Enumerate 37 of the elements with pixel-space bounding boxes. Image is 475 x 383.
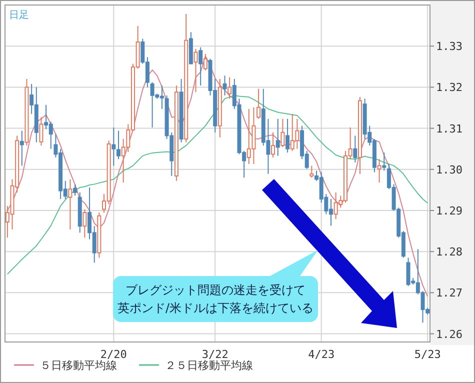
candlestick (39, 116, 44, 146)
candlestick (280, 118, 285, 148)
candlestick (82, 208, 87, 238)
candlestick (377, 158, 382, 184)
candlestick (228, 76, 232, 100)
candlestick (276, 118, 280, 156)
candlestick (203, 53, 208, 71)
candlestick (382, 152, 386, 172)
candlestick (256, 88, 261, 120)
legend-label: ２５日移動平均線 (165, 359, 253, 372)
candlestick (310, 165, 314, 178)
y-tick-label: 1.31 (436, 122, 462, 136)
x-tick-label: 3/22 (202, 348, 228, 361)
candlestick (68, 178, 72, 230)
y-tick-label: 1.33 (436, 40, 462, 54)
legend-label: ５日移動平均線 (40, 359, 117, 372)
candlestick (194, 48, 198, 93)
x-tick-label: 2/20 (100, 348, 127, 361)
y-tick-label: 1.32 (436, 81, 462, 94)
candlestick (73, 184, 78, 196)
line-series (6, 55, 428, 297)
annotation: 日足 (9, 10, 29, 21)
annotation: 英ポンド/米ドルは下落を続けている (117, 301, 314, 315)
candlestick (198, 46, 203, 86)
y-tick-label: 1.27 (436, 286, 462, 300)
y-tick-label: 1.28 (436, 246, 462, 259)
y-tick-label: 1.29 (436, 204, 462, 218)
x-tick-label: 5/23 (414, 348, 441, 361)
candlestick (222, 75, 227, 96)
y-tick-label: 1.26 (436, 328, 462, 341)
candlestick (20, 130, 24, 166)
x-tick-label: 4/23 (308, 348, 335, 361)
candlestick (353, 135, 358, 163)
candlestick (271, 132, 276, 158)
candlestick (286, 118, 290, 154)
annotation: ブレグジット問題の迷走を受けて (126, 283, 306, 297)
y-tick-label: 1.30 (436, 163, 462, 176)
